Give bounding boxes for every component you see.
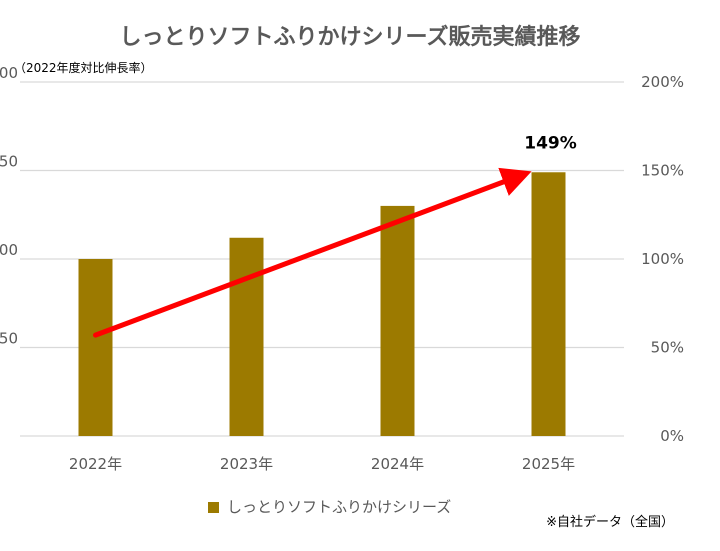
left-tick-label: 100 <box>0 241 18 259</box>
bar-2024年 <box>380 205 415 436</box>
x-tick-label: 2023年 <box>220 455 273 473</box>
right-tick-label: 200% <box>641 73 684 91</box>
chart-title: しっとりソフトふりかけシリーズ販売実績推移 <box>120 24 581 50</box>
legend: しっとりソフトふりかけシリーズ <box>208 498 451 516</box>
right-axis-ticks: 0% 50% 100% 150% 200% <box>641 73 684 445</box>
x-tick-label: 2024年 <box>371 455 424 473</box>
left-tick-label: 50 <box>0 330 18 348</box>
right-tick-label: 100% <box>641 250 684 268</box>
bar-2023年 <box>229 237 264 436</box>
bar-2025年 <box>531 172 566 436</box>
x-axis-labels: 2022年 2023年 2024年 2025年 <box>69 455 575 473</box>
annotation-label: 149% <box>524 133 577 153</box>
bars <box>78 172 566 436</box>
trend-arrow <box>93 167 532 338</box>
legend-label: しっとりソフトふりかけシリーズ <box>227 498 451 516</box>
right-tick-label: 150% <box>641 162 684 180</box>
left-axis-ticks: 50 100 150 200 <box>0 64 18 348</box>
legend-swatch <box>208 502 219 513</box>
x-tick-label: 2025年 <box>522 455 575 473</box>
source-note: ※自社データ（全国） <box>546 514 674 530</box>
left-tick-label: 150 <box>0 153 18 171</box>
left-tick-label: 200 <box>0 64 18 82</box>
right-tick-label: 50% <box>651 339 684 357</box>
x-tick-label: 2022年 <box>69 455 122 473</box>
chart-subtitle: （2022年度対比伸長率） <box>14 60 153 75</box>
right-tick-label: 0% <box>660 427 684 445</box>
bar-2022年 <box>78 259 113 436</box>
